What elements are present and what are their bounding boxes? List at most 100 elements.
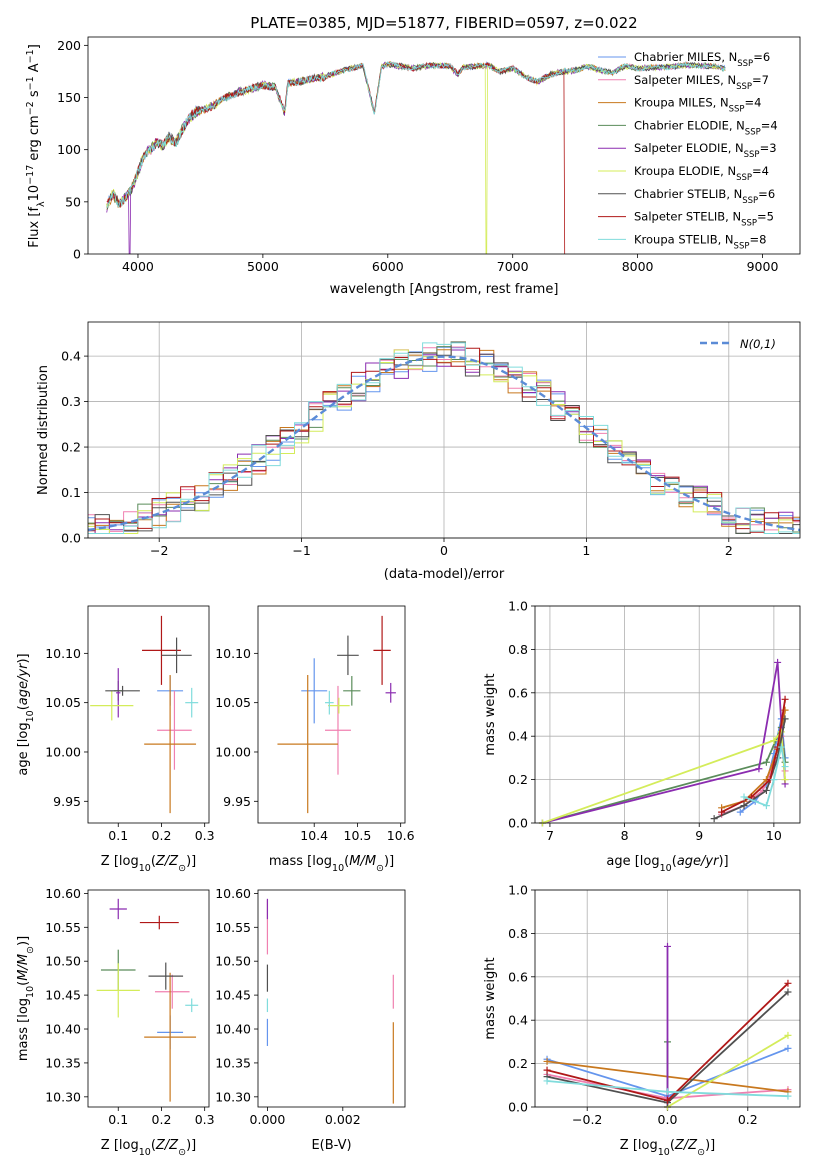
spectrum-line-5 (106, 62, 726, 254)
age-vs-Z-xlabel-part: ( (151, 854, 156, 869)
errorbar-point (343, 676, 361, 706)
y-tick-label: 10.55 (215, 920, 251, 935)
mass-weight-marker (781, 776, 789, 784)
mass-vs-Z-ylabel-part: 10 (25, 986, 36, 998)
errorbar-point (116, 668, 121, 718)
y-tick-label: 200 (57, 38, 81, 53)
y-tick-label: 50 (65, 194, 81, 209)
massweight-vs-Z-xlabel-part: )] (705, 1138, 715, 1153)
residuals-axes: −2 −1 0 1 2 0.0 0.1 0.2 0.3 0.4 N(0,1) (data-model)… (36, 322, 801, 582)
y-tick-label: 0.0 (508, 816, 528, 831)
legend-nssp-value: 4 (762, 164, 769, 178)
x-tick-label: 0.2 (152, 1112, 172, 1127)
x-tick-label: 2 (725, 543, 733, 558)
errorbar-point (385, 682, 396, 703)
errorbar-point (96, 963, 140, 1018)
y-tick-label: 10.60 (215, 886, 251, 901)
y-tick-label: 0 (73, 247, 81, 262)
y-tick-label: 0.3 (61, 394, 81, 409)
spectrum-ylabel-part: s (27, 90, 42, 101)
y-tick-label: 0.0 (61, 531, 81, 546)
y-tick-label: 0.2 (61, 440, 81, 455)
mass-weight-line-5 (667, 1034, 789, 1108)
massweight-vs-age-xlabel-part: ( (672, 854, 677, 869)
legend-entry: Salpeter MILES, NSSP=7 (634, 73, 769, 92)
spectrum-line-3 (106, 61, 726, 210)
y-tick-label: 10.35 (215, 1055, 251, 1070)
mass-weight-marker (664, 1088, 671, 1096)
mass-weight-line-5 (542, 729, 786, 824)
mass-weight-marker (543, 1057, 551, 1065)
mass-weight-marker (781, 695, 789, 703)
mass-weight-line-3 (542, 724, 786, 824)
spectrum-line-0 (106, 61, 726, 208)
spectrum-ylabel-part: −1 (25, 49, 36, 63)
residual-ylabel: Normed distribution (36, 365, 51, 495)
mass-vs-Z-ylabel-part: mass [log (16, 998, 31, 1061)
y-tick-label: 10.05 (215, 695, 251, 710)
mass-vs-EBV-axes: 0.000 0.002 10.30 10.35 10.40 10.45 10.50 10.55… (215, 886, 394, 1153)
massweight-vs-Z-xlabel-part: 10 (658, 1147, 670, 1158)
y-tick-label: 1.0 (508, 883, 528, 898)
y-tick-label: 0.4 (508, 1013, 528, 1028)
massweight-vs-Z-xlabel-part: ( (670, 1138, 675, 1153)
y-tick-label: 10.00 (45, 744, 81, 759)
legend-entry: Chabrier MILES, NSSP=6 (634, 50, 770, 69)
legend-equals: = (760, 141, 770, 155)
legend-nssp-value: 6 (768, 187, 775, 201)
errorbar-point (185, 998, 199, 1013)
y-tick-label: 9.95 (53, 794, 81, 809)
mass-weight-marker (762, 786, 770, 794)
legend-nssp-label: , N (729, 118, 745, 132)
massweight-vs-Z-xlabel: Z [log10(Z/Z⊙)] (620, 1138, 715, 1158)
mass-vs-EBV-xlabel: E(B-V) (311, 1138, 351, 1153)
mass-vs-Z-axes: 0.1 0.2 0.3 10.30 10.35 10.40 10.45 10.50 10.55 1… (16, 886, 215, 1158)
spectrum-ylabel-part: −17 (25, 165, 36, 185)
age-vs-Z-ylabel-part: age/yr (16, 662, 31, 705)
x-tick-label: 0.1 (108, 1112, 128, 1127)
y-tick-label: 0.6 (508, 969, 528, 984)
residual-ylabel-part: Normed distribution (36, 365, 51, 495)
y-tick-label: 150 (57, 90, 81, 105)
legend-nssp-sub: SSP (729, 105, 745, 115)
legend-equals: = (761, 118, 771, 132)
legend-nssp-label: , N (725, 210, 741, 224)
mass-weight-marker (784, 979, 792, 987)
mass-vs-Z-xlabel: Z [log10(Z/Z⊙)] (101, 1138, 196, 1158)
x-tick-label: 7 (546, 828, 554, 843)
errorbar-point (185, 687, 199, 718)
errorbar-point (325, 685, 351, 775)
y-tick-label: 10.55 (45, 920, 81, 935)
errorbar-point (139, 915, 179, 930)
age-vs-Z-ylabel: age [log10(age/yr)] (16, 653, 36, 775)
reference-legend-label: N(0,1) (740, 337, 776, 351)
x-tick-label: 9000 (747, 259, 779, 274)
y-tick-label: 10.30 (215, 1089, 251, 1104)
y-tick-label: 100 (57, 142, 81, 157)
errorbar-point (142, 615, 181, 685)
mass-weight-marker (718, 808, 726, 816)
spectrum-line-7 (106, 61, 566, 254)
mass-vs-EBV-frame (257, 889, 406, 1108)
y-tick-label: 10.40 (45, 1022, 81, 1037)
mass-weight-marker (784, 1044, 792, 1052)
x-tick-label: 10.5 (344, 828, 372, 843)
y-tick-label: 0.8 (508, 926, 528, 941)
mass-vs-Z-frame (87, 889, 210, 1108)
y-tick-label: 10.35 (45, 1055, 81, 1070)
residual-histogram-8 (88, 342, 800, 534)
y-tick-label: 10.45 (45, 988, 81, 1003)
age-vs-Z-xlabel-part: Z/Z (155, 854, 179, 869)
x-tick-label: 0.3 (195, 1112, 215, 1127)
x-tick-label: 10 (766, 828, 782, 843)
spectrum-frame (87, 36, 801, 255)
legend-entry: Salpeter STELIB, NSSP=5 (634, 210, 774, 229)
spectrum-ylabel-part: −2 (25, 101, 36, 115)
age-vs-Z-xlabel-part: 10 (139, 863, 151, 874)
legend-nssp-value: 3 (769, 141, 776, 155)
x-tick-label: 0 (440, 543, 448, 558)
legend-equals: = (744, 96, 754, 110)
massweight-vs-Z-frame (534, 889, 801, 1108)
